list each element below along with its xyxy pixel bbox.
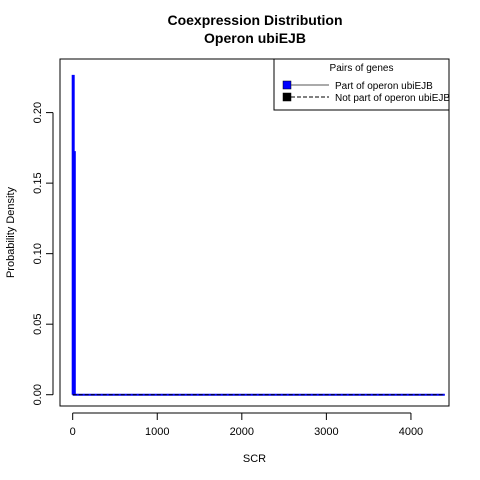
y-tick-label: 0.20: [32, 102, 44, 123]
x-axis: 0 1000 2000 3000 4000: [70, 412, 423, 438]
chart-title: Coexpression Distribution: [167, 12, 342, 28]
y-tick-label: 0.00: [32, 384, 44, 405]
y-axis-label: Probability Density: [5, 186, 17, 278]
legend-swatch: [282, 80, 292, 90]
x-axis-label: SCR: [243, 453, 266, 465]
plot-frame: [59, 58, 450, 407]
x-tick-label: 4000: [399, 426, 423, 438]
legend-title: Pairs of genes: [330, 63, 394, 74]
legend-swatch: [282, 92, 292, 102]
legend-label: Part of operon ubiEJB: [335, 81, 433, 92]
y-axis: 0.00 0.05 0.10 0.15 0.20: [32, 102, 54, 405]
y-tick-label: 0.15: [32, 172, 44, 193]
x-tick-label: 0: [70, 426, 76, 438]
y-tick-label: 0.10: [32, 243, 44, 264]
y-tick-label: 0.05: [32, 313, 44, 334]
series-layer: [71, 74, 445, 396]
x-tick-label: 2000: [230, 426, 254, 438]
x-tick-label: 1000: [145, 426, 169, 438]
chart-subtitle: Operon ubiEJB: [204, 30, 306, 46]
x-tick-label: 3000: [314, 426, 338, 438]
legend: Pairs of genes Part of operon ubiEJBNot …: [273, 58, 450, 111]
legend-label: Not part of operon ubiEJB: [335, 93, 450, 104]
